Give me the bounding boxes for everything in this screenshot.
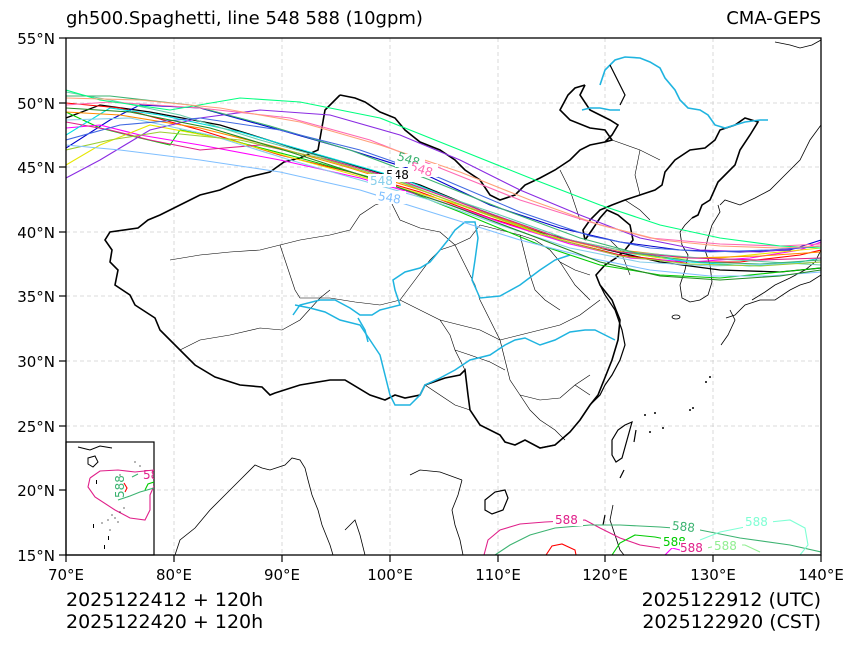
valid-time-utc: 2025122912 (UTC) — [641, 589, 821, 611]
province-borders — [169, 139, 661, 441]
svg-text:548: 548 — [408, 159, 434, 179]
svg-text:548: 548 — [377, 189, 402, 207]
lon-tick: 130°E — [690, 566, 736, 584]
valid-time-cst: 2025122920 (CST) — [642, 611, 821, 633]
contour-588-labels: 588 588 588 588 588 588 — [553, 513, 773, 555]
lat-tick-labels: 55°N 50°N 45°N 40°N 35°N 30°N 25°N 20°N … — [17, 30, 55, 565]
lon-tick: 90°E — [264, 566, 300, 584]
lat-tick: 50°N — [17, 95, 55, 113]
svg-text:588: 588 — [680, 541, 703, 555]
svg-text:588: 588 — [745, 515, 768, 529]
lat-tick: 20°N — [17, 482, 55, 500]
lat-tick: 45°N — [17, 159, 55, 177]
init-time-cst: 2025122420 + 120h — [66, 611, 264, 633]
lon-tick: 70°E — [48, 566, 84, 584]
lat-tick: 40°N — [17, 224, 55, 242]
yellow-river — [292, 221, 571, 316]
svg-text:588: 588 — [113, 475, 127, 498]
yangtze-river — [294, 304, 616, 406]
china-east-coast — [539, 284, 626, 449]
korea — [679, 204, 721, 303]
indochina-coast — [409, 469, 464, 555]
svg-text:588: 588 — [714, 539, 737, 553]
taiwan — [611, 420, 633, 463]
lon-tick: 100°E — [367, 566, 413, 584]
lat-tick: 30°N — [17, 353, 55, 371]
contour-548-members — [66, 89, 821, 281]
heilongjiang-river — [581, 56, 768, 129]
south-china-sea-inset: 588 58 — [65, 441, 158, 556]
contour-548-labels: 548 548 548 548 548 — [368, 149, 438, 207]
svg-text:588: 588 — [555, 513, 578, 527]
india-coast — [174, 457, 334, 555]
valid-time-block: 2025122912 (UTC) 2025122920 (CST) — [642, 589, 821, 633]
lon-tick: 110°E — [475, 566, 521, 584]
lat-tick: 15°N — [17, 547, 55, 565]
lon-tick: 80°E — [156, 566, 192, 584]
hainan — [484, 489, 509, 515]
svg-text:588: 588 — [671, 519, 695, 535]
init-time-block: 2025122412 + 120h 2025122420 + 120h — [66, 589, 263, 633]
lon-tick: 140°E — [798, 566, 844, 584]
svg-text:548: 548 — [370, 174, 393, 188]
lat-tick: 55°N — [17, 30, 55, 48]
model-name: CMA-GEPS — [726, 8, 821, 29]
lon-tick: 120°E — [582, 566, 628, 584]
svg-text:58: 58 — [143, 468, 158, 482]
china-border — [104, 94, 634, 449]
init-time-utc: 2025122412 + 120h — [66, 589, 264, 611]
lat-tick: 25°N — [17, 418, 55, 436]
lon-tick-labels: 70°E 80°E 90°E 100°E 110°E 120°E 130°E 1… — [48, 566, 844, 584]
rivers — [292, 221, 616, 406]
chart-title: gh500.Spaghetti, line 548 588 (10gpm) — [66, 8, 423, 29]
lat-tick: 35°N — [17, 288, 55, 306]
